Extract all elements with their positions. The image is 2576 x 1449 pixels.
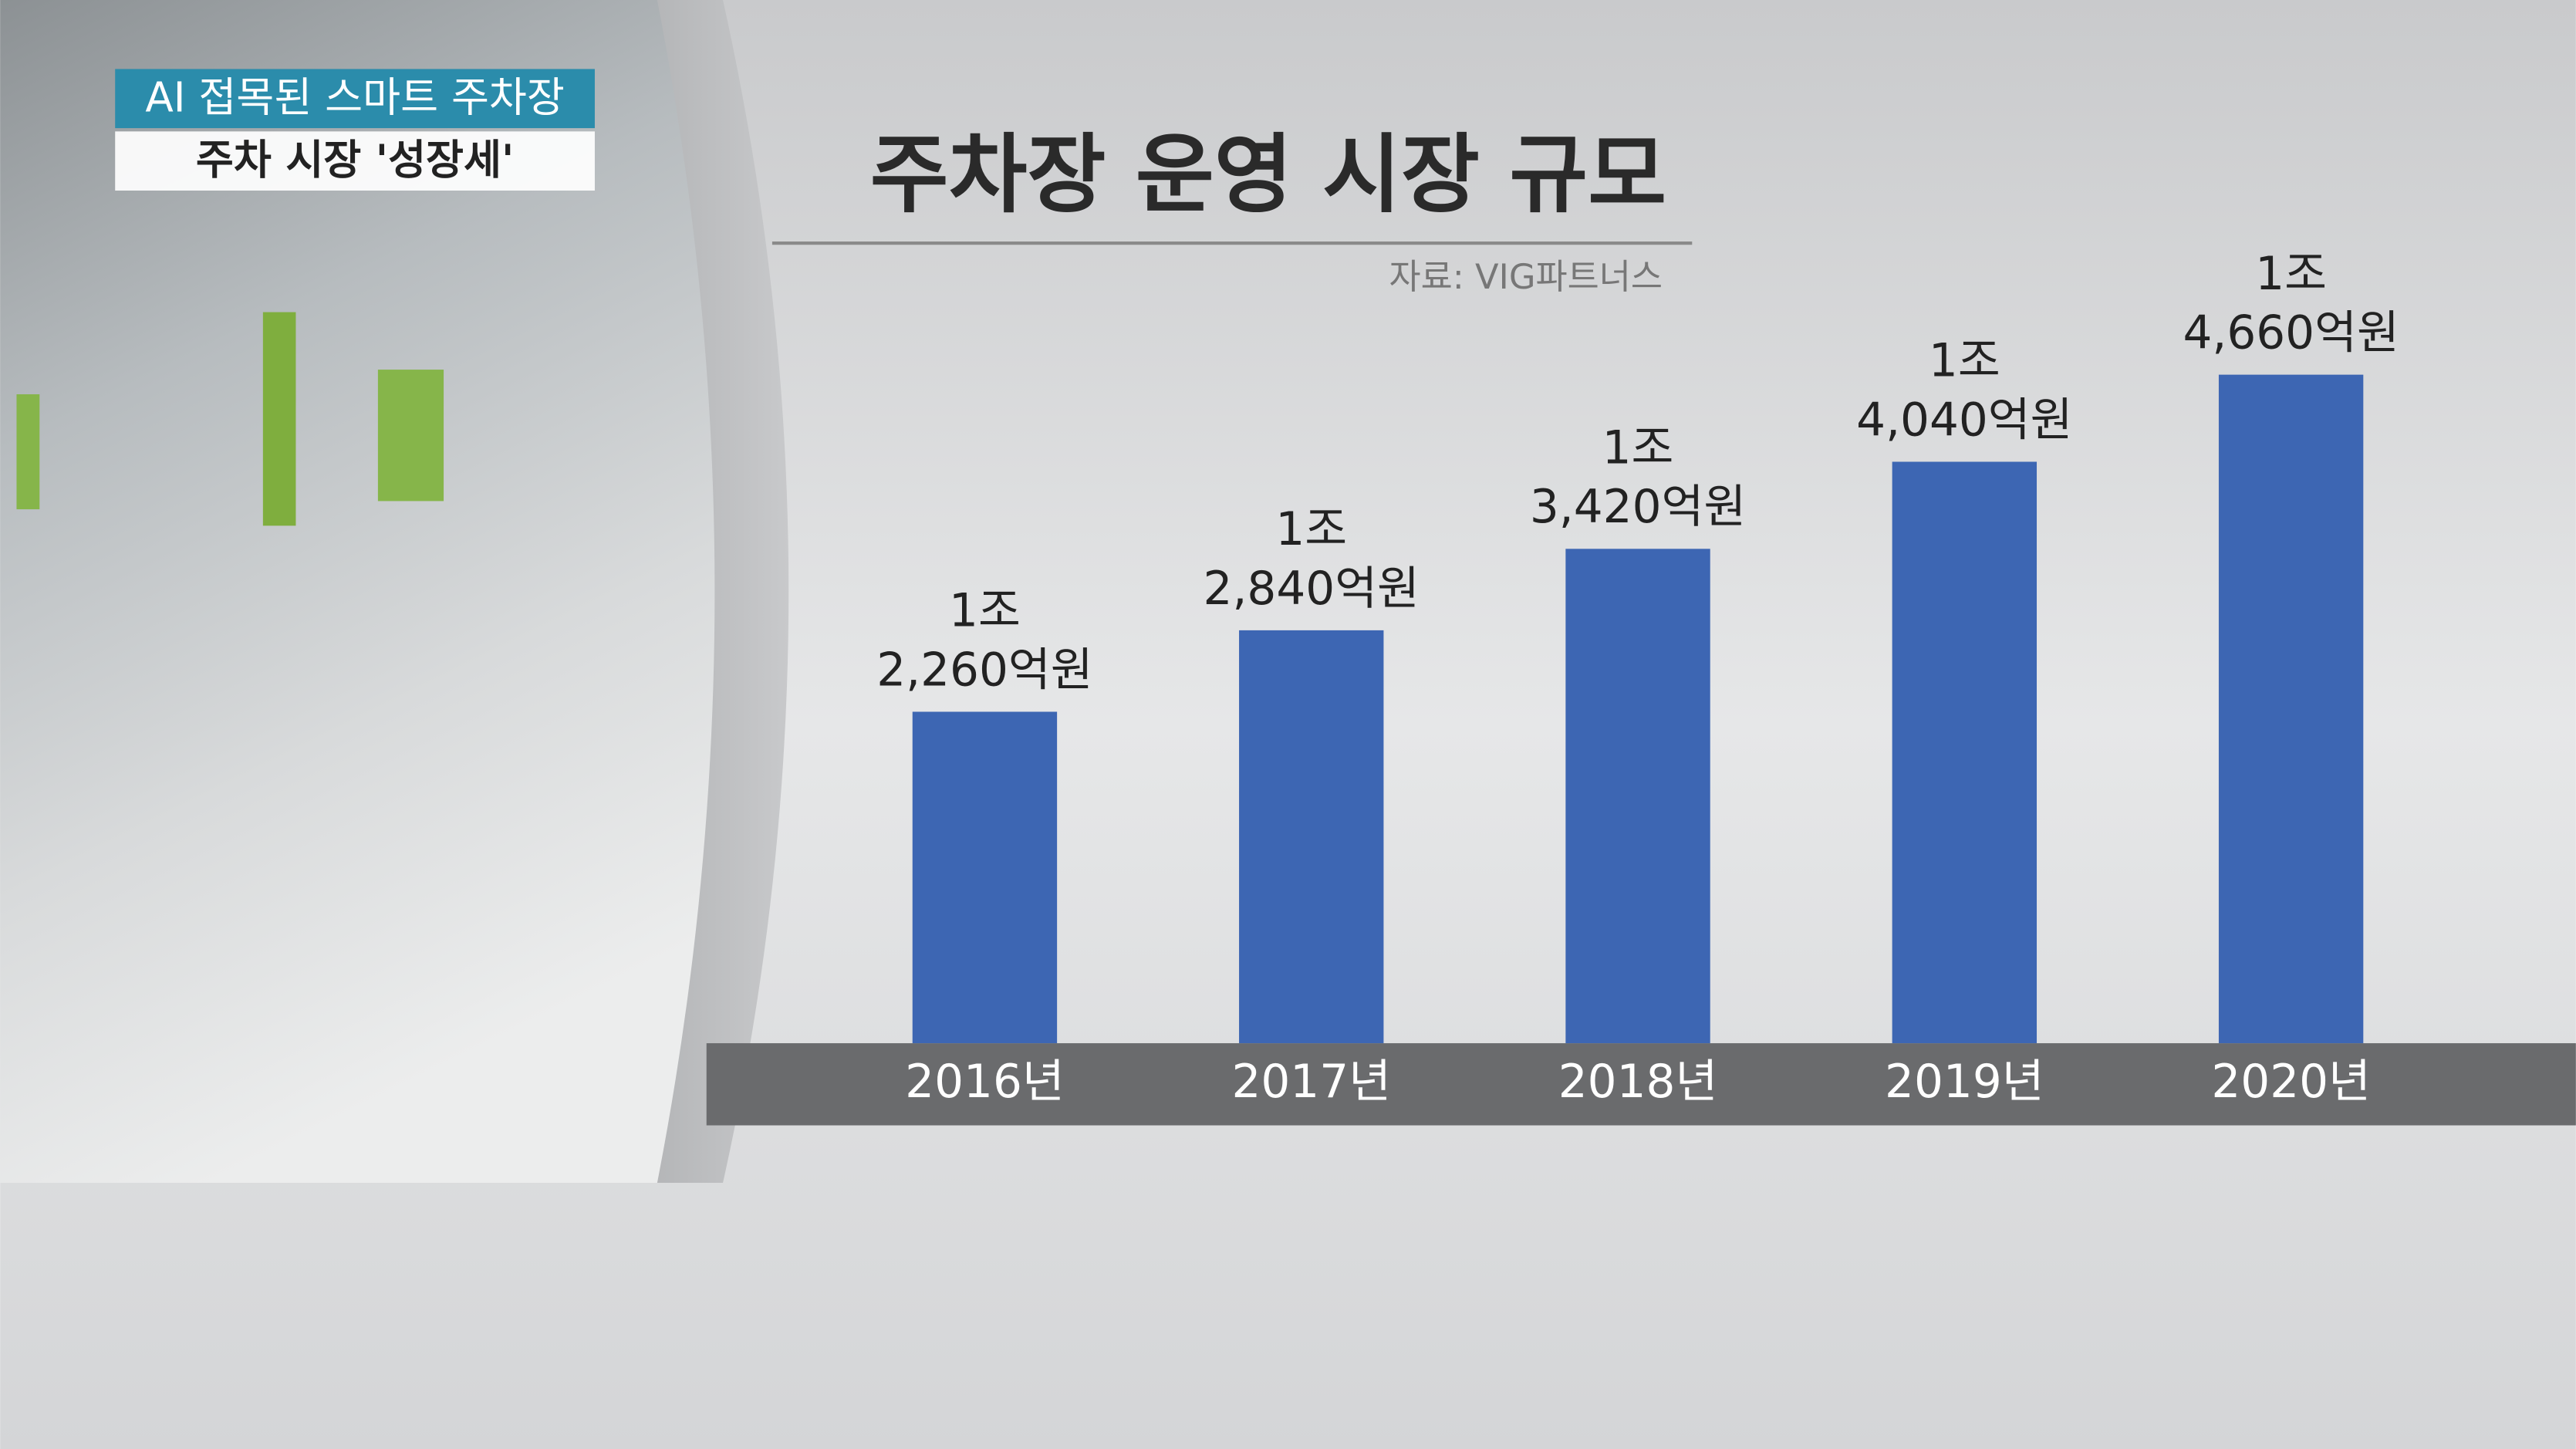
pillar <box>377 370 444 502</box>
chart-title: 주차장 운영 시장 규모 <box>870 125 1666 225</box>
bar <box>2218 374 2364 1044</box>
bar <box>912 711 1058 1044</box>
caption-box <box>115 69 595 129</box>
value-label: 1조 3,420억원 <box>1530 421 1746 534</box>
x-tick-label: 2017년 <box>1231 1056 1391 1109</box>
value-label: 1조 4,040억원 <box>1856 334 2072 447</box>
caption-box <box>115 131 595 191</box>
parking-photo <box>0 0 715 1184</box>
bar <box>1565 549 1710 1044</box>
bar <box>1892 461 2038 1044</box>
value-label: 1조 2,260억원 <box>876 584 1092 697</box>
caption: 주차 시장 '성장세' <box>196 136 514 184</box>
value-label: 1조 4,660억원 <box>2183 247 2399 360</box>
x-tick-label: 2018년 <box>1558 1056 1718 1109</box>
x-tick-label: 2016년 <box>905 1056 1065 1109</box>
bar <box>1239 630 1384 1044</box>
pillar <box>262 312 296 526</box>
x-tick-label: 2020년 <box>2211 1056 2371 1109</box>
axis-band <box>706 1043 2576 1126</box>
caption: AI 접목된 스마트 주차장 <box>145 74 565 122</box>
x-tick-label: 2019년 <box>1885 1056 2044 1109</box>
value-label: 1조 2,840억원 <box>1204 503 1420 616</box>
pillar <box>16 394 40 510</box>
source: 자료: VIG파트너스 <box>1389 256 1663 297</box>
